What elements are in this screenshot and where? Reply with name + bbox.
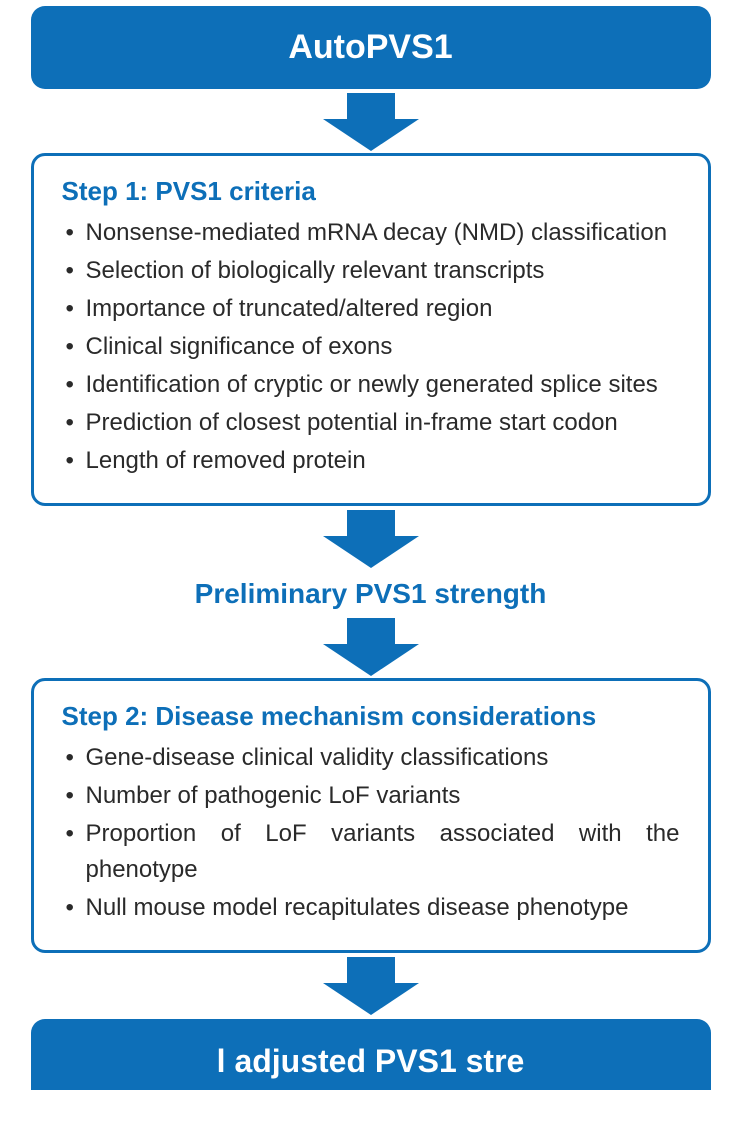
footer-title: l adjusted PVS1 stre [217, 1043, 525, 1080]
step2-bullet: Gene-disease clinical validity classific… [62, 740, 680, 776]
header-box: AutoPVS1 [31, 6, 711, 89]
step1-bullet: Clinical significance of exons [62, 329, 680, 365]
step1-bullet: Length of removed protein [62, 443, 680, 479]
arrow-stem [347, 510, 395, 536]
arrow-stem [347, 93, 395, 119]
step1-bullet: Identification of cryptic or newly gener… [62, 367, 680, 403]
step1-bullet: Nonsense-mediated mRNA decay (NMD) class… [62, 215, 680, 251]
step2-bullet: Null mouse model recapitulates disease p… [62, 890, 680, 926]
arrow-stem [347, 618, 395, 644]
step1-list: Nonsense-mediated mRNA decay (NMD) class… [62, 215, 680, 479]
step2-bullet: Proportion of LoF variants associated wi… [62, 816, 680, 888]
arrow-4 [323, 957, 419, 1015]
step1-bullet: Prediction of closest potential in-frame… [62, 405, 680, 441]
step1-title: Step 1: PVS1 criteria [62, 176, 680, 207]
arrow-head [323, 536, 419, 568]
arrow-3 [323, 618, 419, 676]
arrow-2 [323, 510, 419, 568]
step2-box: Step 2: Disease mechanism considerations… [31, 678, 711, 953]
arrow-head [323, 983, 419, 1015]
preliminary-label: Preliminary PVS1 strength [195, 578, 547, 610]
header-title: AutoPVS1 [288, 28, 452, 66]
arrow-stem [347, 957, 395, 983]
arrow-1 [323, 93, 419, 151]
step1-bullet: Selection of biologically relevant trans… [62, 253, 680, 289]
step2-title: Step 2: Disease mechanism considerations [62, 701, 680, 732]
step1-box: Step 1: PVS1 criteria Nonsense-mediated … [31, 153, 711, 506]
arrow-head [323, 119, 419, 151]
step1-bullet: Importance of truncated/altered region [62, 291, 680, 327]
arrow-head [323, 644, 419, 676]
step2-bullet: Number of pathogenic LoF variants [62, 778, 680, 814]
step2-list: Gene-disease clinical validity classific… [62, 740, 680, 926]
footer-box: l adjusted PVS1 stre [31, 1019, 711, 1090]
